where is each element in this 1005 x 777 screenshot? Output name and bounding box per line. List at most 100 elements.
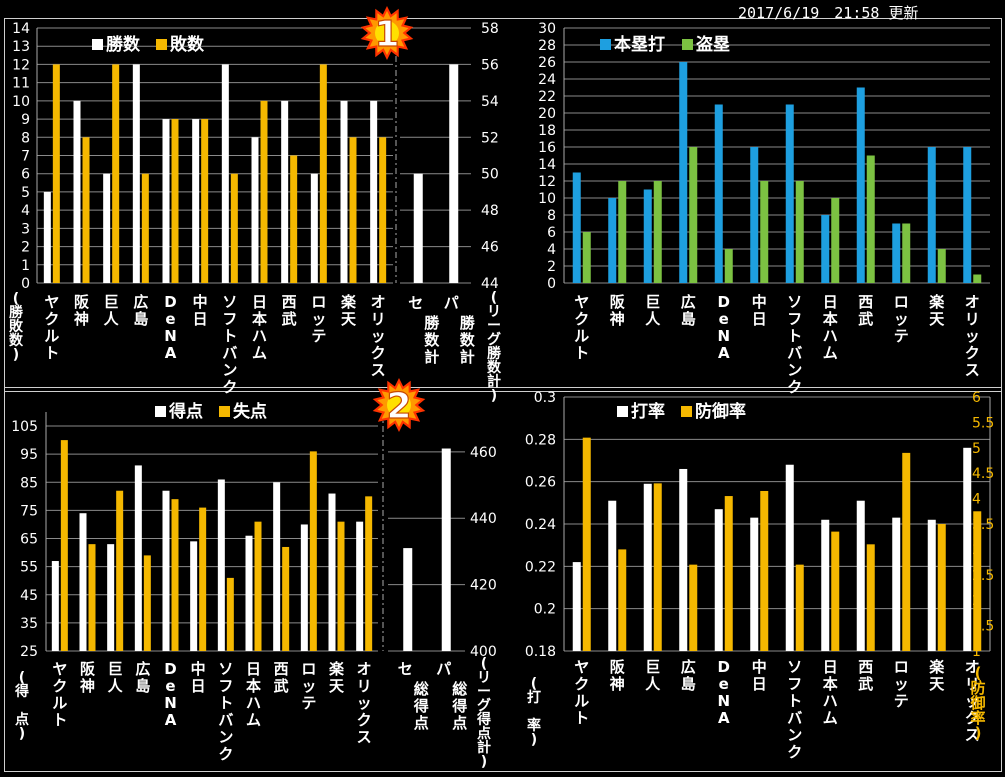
wins-chart-bar-a xyxy=(132,64,140,283)
runs-chart-team-label-char: 神 xyxy=(80,677,95,695)
hr-chart-team-label-char: D xyxy=(718,293,730,311)
avg-chart-ylabel-char: ( xyxy=(531,676,537,692)
hr-chart-bar-a xyxy=(714,104,723,283)
runs-chart-team-label-char: ロ xyxy=(301,660,316,678)
wins-chart-tick-label: 1 xyxy=(21,258,30,274)
avg-chart-bar-b xyxy=(902,452,911,651)
wins-chart-sec-tick-label: 52 xyxy=(481,130,499,146)
avg-chart-team-label-char: ソ xyxy=(787,658,802,676)
avg-chart-ylabel-char: 打 xyxy=(527,689,541,706)
avg-chart-tick-label: 0.2 xyxy=(534,602,556,618)
runs-chart-bar-b xyxy=(199,507,207,651)
runs-chart-bar-a xyxy=(79,513,87,651)
runs-chart-team-label-char: A xyxy=(165,711,177,729)
wins-chart-bar-b xyxy=(379,137,387,283)
hr-chart-tick-label: 30 xyxy=(538,21,556,37)
avg-chart-team-label-char: N xyxy=(717,692,730,710)
runs-chart-sec-tick-label: 460 xyxy=(470,445,497,461)
wins-chart-sec-tick-label: 48 xyxy=(481,203,499,219)
avg-chart-team-label: 中日 xyxy=(752,658,767,693)
wins-chart-team-label-char: ル xyxy=(44,327,59,345)
badge-number: 2 xyxy=(386,386,411,427)
wins-chart-sec-ylabel-char: グ xyxy=(487,331,501,348)
avg-chart-team-label: 巨人 xyxy=(645,658,661,693)
runs-chart-bar-b xyxy=(365,496,373,651)
wins-chart-team-label: 西武 xyxy=(282,293,297,328)
wins-chart-bar-a xyxy=(310,173,318,283)
hr-chart-team-label-char: 広 xyxy=(681,293,696,311)
hr-chart-team-label-char: ル xyxy=(574,327,589,345)
avg-chart-team-label-char: ル xyxy=(574,692,589,710)
hr-chart-team-label-char: 本 xyxy=(823,310,838,328)
runs-chart-sec-ylabel-char: ( xyxy=(481,656,487,672)
hr-chart-team-label: 中日 xyxy=(752,293,767,328)
hr-chart-tick-label: 22 xyxy=(538,89,556,105)
avg-chart-legend-label: 防御率 xyxy=(695,401,746,422)
runs-chart-tick-label: 35 xyxy=(20,616,38,632)
wins-chart-tick-label: 11 xyxy=(12,76,30,92)
avg-chart-sec-ylabel-char: ) xyxy=(975,724,982,742)
wins-chart-team-label-char: 本 xyxy=(252,310,267,328)
avg-chart-team-label-char: 日 xyxy=(823,658,838,676)
avg-chart-bar-b xyxy=(582,437,591,651)
hr-chart-team-label-char: 武 xyxy=(858,310,873,328)
hr-chart-team-label-char: ソ xyxy=(787,293,802,311)
runs-chart-bar-a xyxy=(217,479,225,651)
avg-chart-bar-b xyxy=(937,524,946,651)
runs-chart-league-label-char: 点 xyxy=(452,714,467,732)
avg-chart-team-label-char: ッ xyxy=(965,692,980,710)
runs-chart-league-bar xyxy=(441,448,451,651)
wins-chart-league-label-char: 計 xyxy=(424,348,439,366)
wins-chart-bar-b xyxy=(349,137,357,283)
wins-chart-ylabel: (勝敗数) xyxy=(9,291,24,363)
hr-chart-team-label-char: 阪 xyxy=(610,293,626,311)
runs-chart-bar-b xyxy=(282,546,290,651)
runs-chart-bar-b xyxy=(116,490,124,651)
runs-chart-team-label-char: ヤ xyxy=(52,660,67,678)
wins-chart-bar-b xyxy=(260,100,268,283)
hr-chart-team-label: 広島 xyxy=(681,293,696,328)
avg-chart-team-label-char: 広 xyxy=(681,658,696,676)
runs-chart-team-label-char: ル xyxy=(52,694,67,712)
hr-chart-team-label-char: e xyxy=(719,310,729,328)
avg-chart-team-label-char: A xyxy=(718,709,730,727)
hr-chart-tick-label: 24 xyxy=(538,72,556,88)
panel-frame-top xyxy=(4,18,1002,392)
wins-chart-league-label-char: 勝 xyxy=(424,314,440,332)
runs-chart-bar-b xyxy=(60,440,68,651)
hr-chart-bar-a xyxy=(927,147,936,283)
hr-chart-team-label-char: 巨 xyxy=(645,293,660,311)
avg-chart-team-label-char: 武 xyxy=(858,675,873,693)
hr-chart-team-label-char: ハ xyxy=(823,327,838,345)
runs-chart-team-label-char: 本 xyxy=(246,677,261,695)
runs-chart-team-label-char: オ xyxy=(357,660,372,678)
avg-chart-team-label-char: ッ xyxy=(894,675,909,693)
wins-chart-sec-tick-label: 54 xyxy=(481,94,499,110)
avg-chart-team-label-char: ン xyxy=(787,726,802,744)
wins-chart-tick-label: 8 xyxy=(21,130,30,146)
hr-chart-bar-a xyxy=(643,189,652,283)
avg-chart-team-label-char: ム xyxy=(823,709,838,727)
wins-chart-team-label: 阪神 xyxy=(74,293,90,328)
runs-chart-bar-b xyxy=(254,521,262,651)
runs-chart-bar-b xyxy=(88,544,96,651)
hr-chart-team-label-char: ト xyxy=(787,327,802,345)
hr-chart-bar-a xyxy=(785,104,794,283)
runs-chart-team-label-char: ス xyxy=(357,728,372,746)
runs-chart-bar-b xyxy=(143,555,151,651)
hr-chart-bar-a xyxy=(572,172,581,283)
wins-chart-team-label-char: 武 xyxy=(282,310,297,328)
hr-chart-tick-label: 10 xyxy=(538,191,556,207)
runs-chart-team-label-char: 阪 xyxy=(80,660,96,678)
wins-chart-team-label-char: 人 xyxy=(104,310,120,328)
hr-chart-bar-b xyxy=(653,181,662,283)
hr-chart-team-label-char: 神 xyxy=(610,310,625,328)
